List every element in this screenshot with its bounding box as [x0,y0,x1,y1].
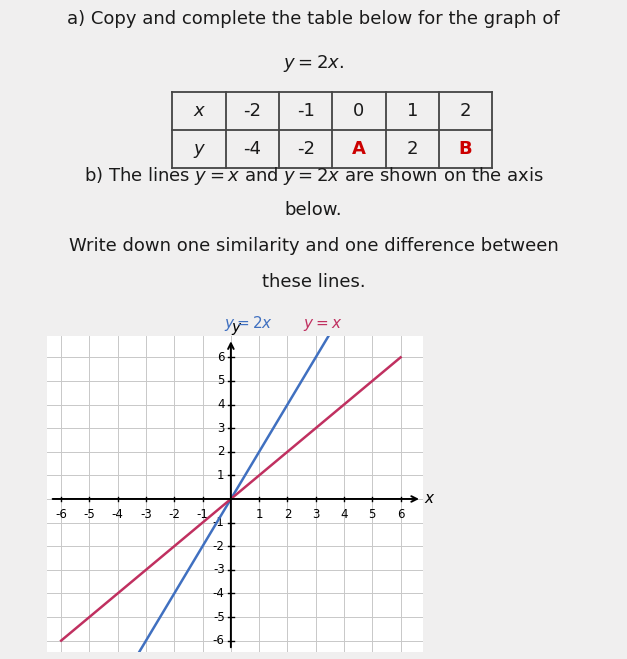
Text: -5: -5 [83,508,95,521]
Text: -2: -2 [169,508,180,521]
Text: $x$: $x$ [424,492,435,507]
Text: -2: -2 [213,540,224,553]
Text: -3: -3 [140,508,152,521]
Text: 1: 1 [217,469,224,482]
Text: a) Copy and complete the table below for the graph of: a) Copy and complete the table below for… [67,10,560,28]
Text: 6: 6 [217,351,224,364]
Text: Write down one similarity and one difference between: Write down one similarity and one differ… [68,237,559,255]
Text: 1: 1 [255,508,263,521]
Text: A: A [352,140,366,158]
Text: 4: 4 [340,508,348,521]
Text: 2: 2 [406,140,418,158]
Text: -3: -3 [213,563,224,576]
Text: below.: below. [285,201,342,219]
Text: -1: -1 [213,516,224,529]
Text: 2: 2 [217,445,224,458]
Text: 2: 2 [283,508,291,521]
Text: -6: -6 [213,634,224,647]
Text: these lines.: these lines. [261,273,366,291]
Text: 2: 2 [460,102,472,120]
Text: 1: 1 [406,102,418,120]
Text: -5: -5 [213,610,224,623]
Text: -6: -6 [55,508,67,521]
Text: -4: -4 [243,140,261,158]
Text: -1: -1 [197,508,209,521]
Text: 3: 3 [218,422,224,435]
Text: $y=2x$: $y=2x$ [224,314,273,333]
Text: -4: -4 [213,587,224,600]
Text: $y=x$: $y=x$ [303,317,342,333]
Text: 5: 5 [218,374,224,387]
Text: 4: 4 [217,398,224,411]
Text: B: B [459,140,472,158]
Text: -4: -4 [112,508,124,521]
Text: 6: 6 [397,508,404,521]
Text: x: x [194,102,204,120]
Text: 5: 5 [369,508,376,521]
Text: -1: -1 [297,102,315,120]
Text: -2: -2 [297,140,315,158]
Text: -2: -2 [243,102,261,120]
Text: b) The lines $y = x$ and $y = 2x$ are shown on the axis: b) The lines $y = x$ and $y = 2x$ are sh… [83,165,544,186]
Text: 3: 3 [312,508,319,521]
Text: 0: 0 [354,102,364,120]
Text: y: y [194,140,204,158]
Text: $y$: $y$ [231,322,242,337]
Text: $y = 2x.$: $y = 2x.$ [283,53,344,74]
